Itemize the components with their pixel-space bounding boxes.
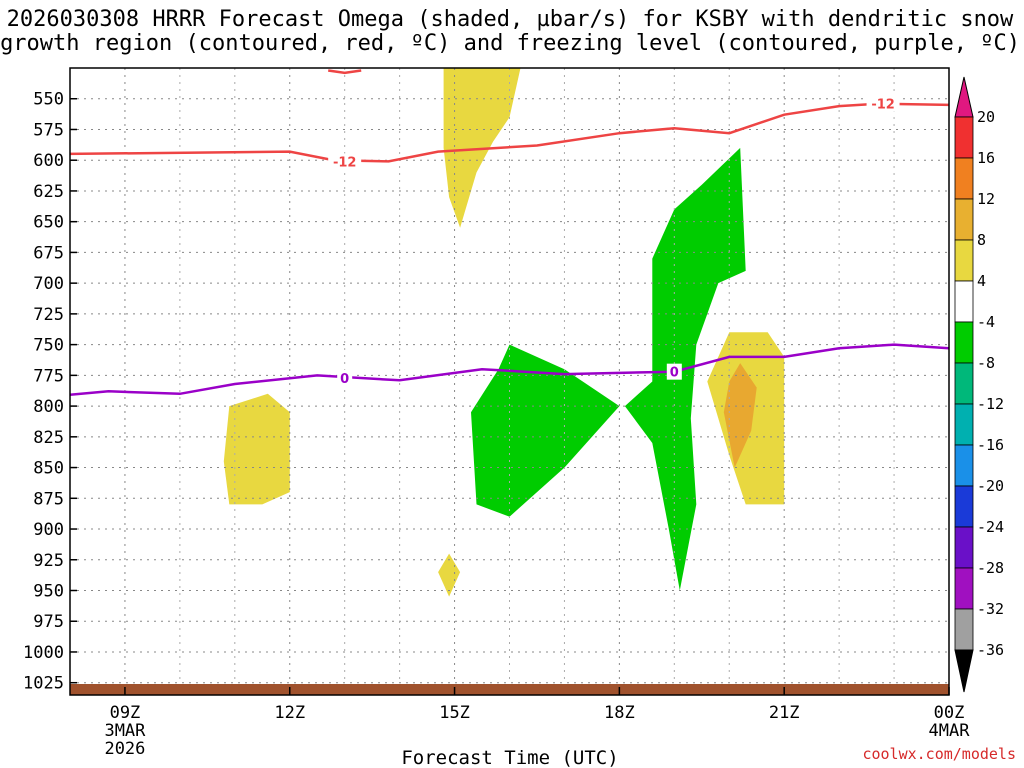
colorbar: 20 16 12 8 4 -4 -8 -12 -16 -20 -24 -28 -32 -36: [954, 76, 1004, 693]
colorbar-label-4: 4: [977, 272, 986, 290]
y-tick-label-600: 600: [33, 151, 64, 171]
omega-region-1: [223, 393, 290, 505]
colorbar-label-9: -20: [977, 477, 1004, 495]
colorbar-label-7: -12: [977, 395, 1004, 413]
colorbar-label-3: 8: [977, 231, 986, 249]
y-tick-label-975: 975: [33, 612, 64, 632]
colorbar-label-13: -36: [977, 641, 1004, 659]
colorbar-band-3: [954, 239, 974, 282]
colorbar-band-8: [954, 444, 974, 487]
y-tick-label-775: 775: [33, 366, 64, 386]
contour-label-0-1: -12: [871, 98, 895, 113]
colorbar-label-11: -28: [977, 559, 1004, 577]
colorbar-band-0: [954, 116, 974, 159]
contour-line-2: [70, 343, 949, 397]
colorbar-band-5: [954, 321, 974, 364]
x-tick-date: 3MAR: [104, 721, 146, 741]
contour-label-0-0: -12: [333, 155, 357, 170]
contour-line-1: [328, 69, 362, 75]
y-tick-label-875: 875: [33, 489, 64, 509]
omega-region-6: [723, 363, 757, 468]
credit-text[interactable]: coolwx.com/models: [862, 745, 1016, 763]
y-tick-label-675: 675: [33, 243, 64, 263]
contour-label-bg: [666, 363, 682, 380]
y-axis: 550 575 600 625 650 675 700 725 750 775 800 825 850 8…: [23, 90, 77, 694]
omega-region-4: [993, 527, 1024, 652]
y-tick-label-625: 625: [33, 182, 64, 202]
contour-lines: -12 -12 0 0: [70, 69, 949, 397]
contour-label-bg: [866, 95, 900, 112]
y-tick-label-1025: 1025: [23, 674, 64, 694]
contour-label-2-1: 0: [670, 366, 679, 381]
y-tick-label-950: 950: [33, 582, 64, 602]
colorbar-band-11: [954, 567, 974, 610]
omega-region-2: [438, 553, 461, 597]
colorbar-label-5: -4: [977, 313, 995, 331]
contour-label-bg: [328, 153, 362, 170]
y-tick-label-650: 650: [33, 213, 64, 233]
y-tick-label-825: 825: [33, 428, 64, 448]
x-tick-year: 2026: [104, 739, 145, 759]
x-tick-label-00Z: 00Z: [934, 703, 965, 723]
colorbar-bottom-triangle: [954, 649, 974, 693]
y-tick-label-725: 725: [33, 305, 64, 325]
x-tick-label-12Z: 12Z: [274, 703, 305, 723]
colorbar-label-0: 20: [977, 108, 995, 126]
y-tick-label-850: 850: [33, 459, 64, 479]
y-tick-label-1000: 1000: [23, 643, 64, 663]
colorbar-band-10: [954, 526, 974, 569]
y-tick-label-575: 575: [33, 120, 64, 140]
x-tick-label-09Z: 09Z: [110, 703, 141, 723]
plot-frame: [69, 67, 950, 696]
x-tick-label-21Z: 21Z: [769, 703, 800, 723]
colorbar-band-9: [954, 485, 974, 528]
colorbar-label-8: -16: [977, 436, 1004, 454]
colorbar-top-triangle: [954, 76, 974, 118]
omega-region-3: [993, 166, 1024, 307]
y-tick-label-925: 925: [33, 551, 64, 571]
colorbar-band-6: [954, 362, 974, 405]
ground-terrain: [70, 684, 949, 695]
colorbar-band-2: [954, 198, 974, 241]
colorbar-label-12: -32: [977, 600, 1004, 618]
colorbar-band-1: [954, 157, 974, 200]
y-tick-label-700: 700: [33, 274, 64, 294]
y-tick-label-800: 800: [33, 397, 64, 417]
colorbar-band-12: [954, 608, 974, 651]
chart-title-line-2: growth region (contoured, red, ºC) and f…: [0, 31, 1020, 56]
colorbar-band-7: [954, 403, 974, 446]
omega-region-7: [471, 344, 620, 517]
plot-area: -12 -12 0 0: [69, 67, 1024, 696]
x-tick-label-18Z: 18Z: [604, 703, 635, 723]
contour-label-2-0: 0: [340, 372, 349, 387]
chart-title-line-1: 2026030308 HRRR Forecast Omega (shaded, …: [7, 7, 1014, 32]
colorbar-label-1: 16: [977, 149, 995, 167]
x-tick-label-15Z: 15Z: [439, 703, 470, 723]
colorbar-label-6: -8: [977, 354, 995, 372]
x-tick-date: 4MAR: [929, 721, 971, 741]
contour-label-bg: [337, 369, 353, 386]
y-tick-label-750: 750: [33, 336, 64, 356]
colorbar-band-4: [954, 280, 974, 323]
y-tick-label-550: 550: [33, 90, 64, 110]
colorbar-label-10: -24: [977, 518, 1004, 536]
colorbar-label-2: 12: [977, 190, 995, 208]
x-axis-label: Forecast Time (UTC): [401, 747, 618, 768]
y-tick-label-900: 900: [33, 520, 64, 540]
